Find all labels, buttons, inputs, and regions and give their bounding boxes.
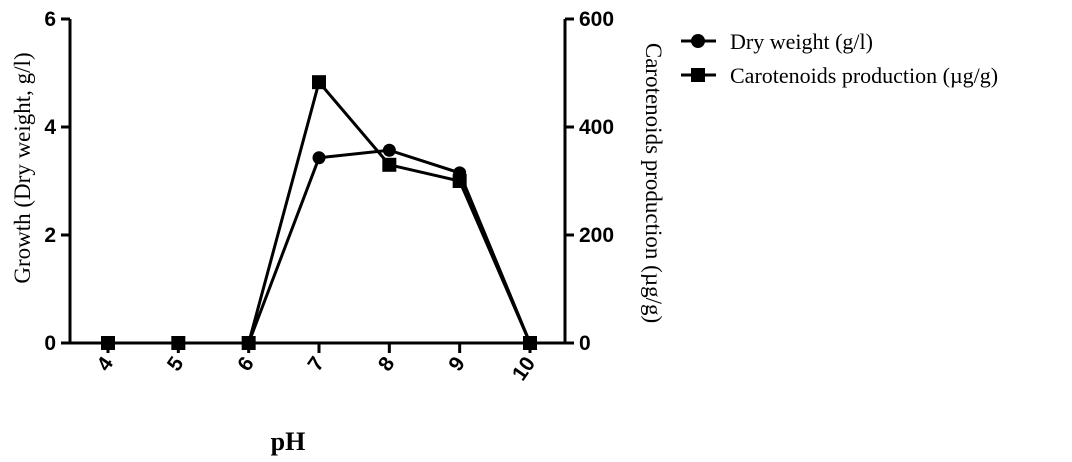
y-right-tick-label: 400 [579,116,614,139]
y-axis-right-title: Carotenoids production (µg/g) [641,43,666,323]
x-tick-label: 9 [444,353,470,376]
y-axis-left-title: Growth (Dry weight, g/l) [10,52,35,283]
point-carotenoids [101,336,115,350]
x-tick-label: 5 [163,352,189,375]
y-left-tick-label: 2 [44,224,56,247]
x-tick-label: 4 [93,352,119,375]
y-left-tick-label: 0 [44,332,56,355]
point-carotenoids [452,174,467,188]
point-carotenoids [523,336,537,350]
y-right-tick-label: 600 [579,8,614,31]
x-tick-label: 6 [233,353,259,376]
point-carotenoids [312,75,326,90]
markers-layer [101,75,537,350]
y-left-tick-label: 6 [44,8,56,31]
x-axis-title: pH [271,427,306,456]
x-tick-label: 10 [508,353,540,385]
point-carotenoids [241,336,256,350]
axes-layer: 0 2 4 6 0 200 400 600 4 5 6 7 8 9 10 [44,8,614,385]
legend-marker-circle [691,34,705,48]
series-line-carotenoids [108,79,532,345]
legend-label-carotenoids: Carotenoids production (µg/g) [730,63,998,88]
series-line-dry-weight [108,148,532,345]
x-tick-label: 7 [304,353,330,376]
point-dry-weight [312,151,326,165]
y-right-tick-label: 200 [579,224,614,247]
legend-label-dry-weight: Dry weight (g/l) [730,29,873,54]
y-right-tick-label: 0 [579,332,591,355]
x-tick-label: 8 [374,352,400,375]
legend: Dry weight (g/l) Carotenoids production … [681,29,998,88]
point-carotenoids [171,336,186,350]
y-left-tick-label: 4 [44,116,56,139]
point-carotenoids [382,157,397,172]
legend-marker-square [691,68,705,82]
series-lines-layer [108,79,532,345]
point-dry-weight [382,143,396,157]
